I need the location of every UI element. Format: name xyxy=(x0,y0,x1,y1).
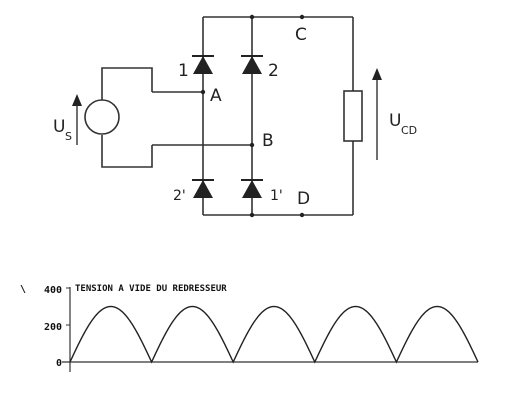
junction-dot xyxy=(249,142,255,148)
voltage-arrows xyxy=(72,68,382,160)
load-resistor xyxy=(343,90,363,142)
chart-title: TENSION A VIDE DU REDRESSEUR xyxy=(75,284,227,294)
junction-dot xyxy=(249,212,255,218)
node-c-label: C xyxy=(295,25,307,45)
rectified-wave-line xyxy=(69,305,479,364)
diodes xyxy=(192,55,263,198)
diode-1-label: 1 xyxy=(178,61,189,81)
bridge-rectifier-circuit xyxy=(84,16,363,216)
junction-dot xyxy=(249,14,255,20)
junction-dots xyxy=(200,14,305,218)
y-tick-label-400: 400 xyxy=(44,285,62,296)
diode-1-prime-label: 1' xyxy=(270,188,283,204)
load-voltage-arrow xyxy=(372,68,382,160)
source-upper-wire xyxy=(101,67,153,100)
source-lower-wire xyxy=(101,135,153,168)
source-voltage-subscript: S xyxy=(65,130,72,143)
diode-2-prime-label: 2' xyxy=(173,188,186,204)
stray-mark: \ xyxy=(20,284,26,295)
y-tick-label-200: 200 xyxy=(44,322,62,333)
junction-dot xyxy=(299,14,305,20)
chart: 400 200 0 TENSION A VIDE DU REDRESSEUR xyxy=(44,284,479,372)
node-b-label: B xyxy=(262,131,274,151)
diode-1-prime xyxy=(241,179,263,198)
source-voltage-arrow xyxy=(72,94,82,145)
diode-1 xyxy=(192,55,214,74)
source-voltage-label: U xyxy=(53,117,65,137)
voltage-source-symbol xyxy=(84,99,120,135)
node-d-label: D xyxy=(297,189,310,209)
node-a-label: A xyxy=(210,86,222,106)
y-tick-label-0: 0 xyxy=(56,358,62,369)
load-voltage-label: U xyxy=(389,111,401,131)
diode-2-prime xyxy=(192,179,214,198)
junction-dot xyxy=(299,212,305,218)
junction-dot xyxy=(200,89,206,95)
diode-2 xyxy=(241,55,263,74)
diode-2-label: 2 xyxy=(268,61,279,81)
load-voltage-subscript: CD xyxy=(401,124,417,137)
